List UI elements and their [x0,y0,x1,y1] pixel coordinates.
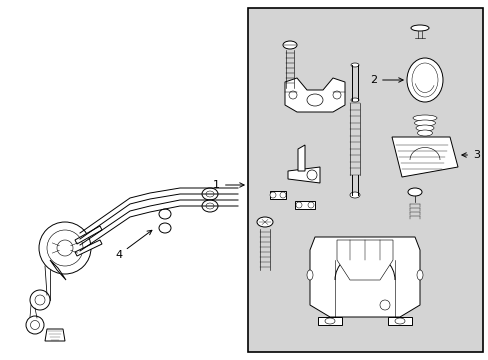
Text: 1: 1 [213,180,244,190]
Ellipse shape [280,192,285,198]
Ellipse shape [159,209,171,219]
Ellipse shape [349,192,359,198]
Polygon shape [317,317,341,325]
Ellipse shape [306,170,316,180]
Ellipse shape [332,91,340,99]
Ellipse shape [202,200,218,212]
Polygon shape [294,201,314,209]
Polygon shape [387,317,411,325]
Circle shape [35,295,45,305]
Polygon shape [269,191,285,199]
Polygon shape [297,145,305,171]
Ellipse shape [283,41,296,49]
Circle shape [39,222,91,274]
Polygon shape [75,226,102,244]
Ellipse shape [306,270,312,280]
Ellipse shape [414,120,435,126]
Ellipse shape [325,318,334,324]
Polygon shape [309,237,419,317]
Text: 4: 4 [115,230,152,260]
Ellipse shape [394,318,404,324]
Ellipse shape [159,223,171,233]
Ellipse shape [410,25,428,31]
Ellipse shape [379,300,389,310]
Bar [247,8,482,352]
Polygon shape [287,167,319,183]
Polygon shape [336,240,392,280]
Circle shape [26,316,44,334]
Circle shape [30,320,40,329]
Ellipse shape [288,91,296,99]
Ellipse shape [416,270,422,280]
Polygon shape [391,137,457,177]
Circle shape [57,240,73,256]
Ellipse shape [306,94,323,106]
Ellipse shape [295,202,302,208]
Ellipse shape [417,130,431,136]
Circle shape [30,290,50,310]
Ellipse shape [350,63,358,67]
Ellipse shape [406,58,442,102]
Ellipse shape [412,115,436,121]
Text: 3: 3 [461,150,479,160]
Ellipse shape [205,191,214,197]
Ellipse shape [205,203,214,209]
Polygon shape [50,260,66,280]
Ellipse shape [202,188,218,200]
Ellipse shape [269,192,275,198]
Circle shape [47,230,83,266]
Polygon shape [285,78,345,112]
Ellipse shape [307,202,313,208]
Ellipse shape [257,217,272,227]
Polygon shape [75,240,102,256]
Text: 2: 2 [369,75,402,85]
Ellipse shape [411,63,437,97]
Ellipse shape [415,125,433,131]
Polygon shape [45,329,65,341]
Ellipse shape [350,98,358,102]
Ellipse shape [407,188,421,196]
